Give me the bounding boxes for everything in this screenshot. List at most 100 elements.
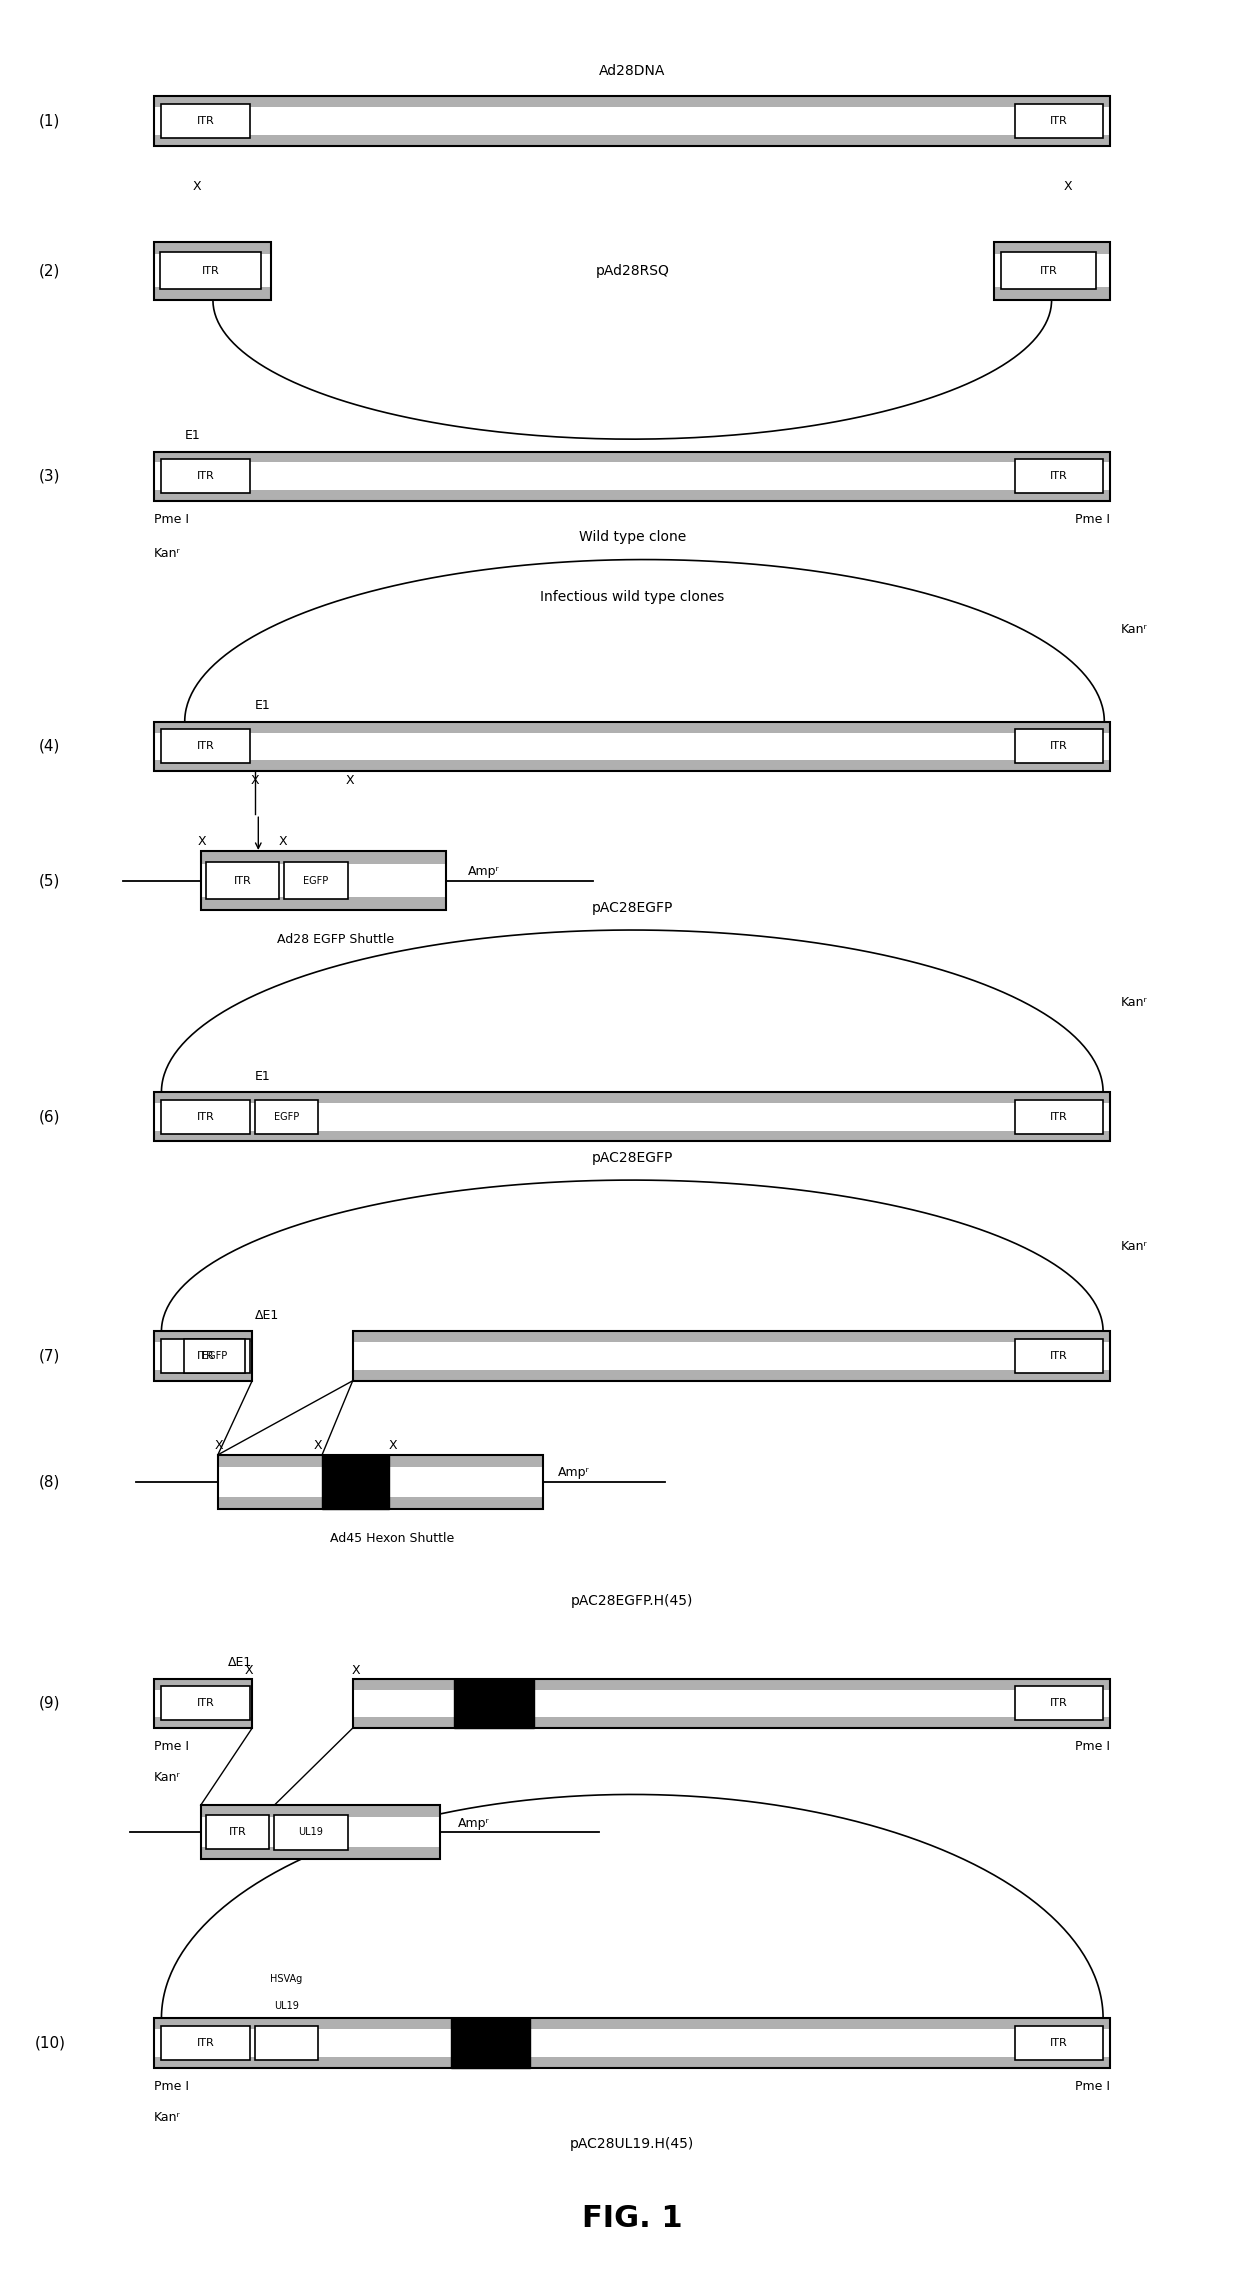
Bar: [218, 1454, 543, 1509]
Bar: [161, 1100, 249, 1135]
Bar: [154, 1717, 252, 1728]
Bar: [352, 1678, 1111, 1728]
Bar: [154, 1678, 252, 1689]
Bar: [184, 1340, 244, 1372]
Text: Ad28DNA: Ad28DNA: [599, 64, 666, 78]
Text: ITR: ITR: [197, 2039, 215, 2048]
Bar: [352, 1331, 1111, 1342]
Text: ITR: ITR: [197, 742, 215, 751]
Text: Kanʳ: Kanʳ: [1120, 623, 1147, 635]
Text: Kanʳ: Kanʳ: [1120, 995, 1147, 1009]
Text: (5): (5): [40, 872, 61, 888]
Bar: [1014, 2025, 1104, 2059]
Text: X: X: [352, 1664, 361, 1678]
Text: UL19: UL19: [274, 2000, 299, 2011]
Bar: [154, 2018, 1111, 2068]
Text: X: X: [192, 180, 201, 194]
Text: HSVAg: HSVAg: [270, 1975, 303, 1984]
Text: X: X: [279, 836, 288, 849]
Bar: [154, 1370, 252, 1381]
Text: (7): (7): [40, 1349, 61, 1363]
Text: Wild type clone: Wild type clone: [579, 530, 686, 543]
Text: Infectious wild type clones: Infectious wild type clones: [541, 591, 724, 605]
Text: Ad45 Hexon Shuttle: Ad45 Hexon Shuttle: [330, 1532, 455, 1546]
Bar: [154, 452, 1111, 463]
Text: ITR: ITR: [228, 1826, 247, 1838]
Bar: [154, 2018, 1111, 2030]
Bar: [154, 721, 1111, 772]
Bar: [154, 1091, 1111, 1142]
Text: EGFP: EGFP: [202, 1352, 227, 1361]
Text: ITR: ITR: [197, 116, 215, 126]
Text: Ad28 EGFP Shuttle: Ad28 EGFP Shuttle: [277, 934, 394, 945]
Bar: [352, 1370, 1111, 1381]
Text: Ampʳ: Ampʳ: [467, 865, 500, 879]
Bar: [154, 1331, 252, 1381]
Text: ITR: ITR: [1050, 742, 1068, 751]
Bar: [154, 760, 1111, 772]
Bar: [161, 459, 249, 493]
Text: Ampʳ: Ampʳ: [558, 1466, 589, 1479]
Text: ITR: ITR: [1050, 1112, 1068, 1121]
Bar: [274, 1815, 347, 1849]
Text: UL19: UL19: [299, 1826, 324, 1838]
Bar: [154, 288, 270, 301]
Text: (6): (6): [40, 1110, 61, 1123]
Bar: [201, 1806, 440, 1858]
Bar: [154, 1091, 1111, 1142]
Bar: [154, 1678, 252, 1728]
Text: ITR: ITR: [197, 1112, 215, 1121]
Bar: [994, 288, 1111, 301]
Bar: [154, 452, 1111, 500]
Text: (4): (4): [40, 740, 61, 753]
Bar: [994, 242, 1111, 301]
Bar: [154, 1331, 252, 1342]
Text: ITR: ITR: [197, 1699, 215, 1708]
Bar: [201, 852, 446, 865]
Bar: [352, 1331, 1111, 1381]
Bar: [206, 863, 279, 900]
Text: Kanʳ: Kanʳ: [154, 2112, 181, 2123]
Text: X: X: [197, 836, 206, 849]
Text: X: X: [215, 1438, 223, 1452]
Bar: [451, 2018, 531, 2068]
Text: (9): (9): [40, 1696, 61, 1710]
Text: ITR: ITR: [1039, 265, 1058, 276]
Text: E1: E1: [254, 699, 270, 712]
Bar: [254, 2025, 319, 2059]
Bar: [218, 1454, 543, 1509]
Bar: [1002, 253, 1096, 290]
Text: pAd28RSQ: pAd28RSQ: [595, 265, 670, 279]
Text: Pme I: Pme I: [1075, 2080, 1111, 2094]
Text: FIG. 1: FIG. 1: [582, 2203, 682, 2233]
Bar: [154, 96, 1111, 146]
Bar: [154, 96, 1111, 107]
Bar: [322, 1454, 389, 1509]
Bar: [201, 897, 446, 911]
Bar: [218, 1498, 543, 1509]
Text: X: X: [346, 774, 355, 788]
Text: ITR: ITR: [1050, 470, 1068, 482]
Bar: [201, 1806, 440, 1858]
Bar: [160, 253, 260, 290]
Text: ITR: ITR: [202, 265, 219, 276]
Text: Kanʳ: Kanʳ: [1120, 1240, 1147, 1253]
Bar: [154, 96, 1111, 146]
Text: pAC28EGFP: pAC28EGFP: [591, 1151, 673, 1164]
Text: ΔE1: ΔE1: [254, 1308, 279, 1322]
Bar: [154, 491, 1111, 500]
Bar: [254, 1100, 319, 1135]
Text: ITR: ITR: [1050, 2039, 1068, 2048]
Bar: [352, 1717, 1111, 1728]
Text: X: X: [1063, 180, 1071, 194]
Bar: [154, 1130, 1111, 1142]
Bar: [161, 1340, 249, 1372]
Text: pAC28UL19.H(45): pAC28UL19.H(45): [570, 2137, 694, 2151]
Bar: [206, 1815, 269, 1849]
Text: X: X: [244, 1664, 253, 1678]
Bar: [994, 242, 1111, 253]
Text: (8): (8): [40, 1475, 61, 1489]
Text: Ampʳ: Ampʳ: [458, 1817, 490, 1829]
Bar: [201, 852, 446, 911]
Bar: [154, 1091, 1111, 1103]
